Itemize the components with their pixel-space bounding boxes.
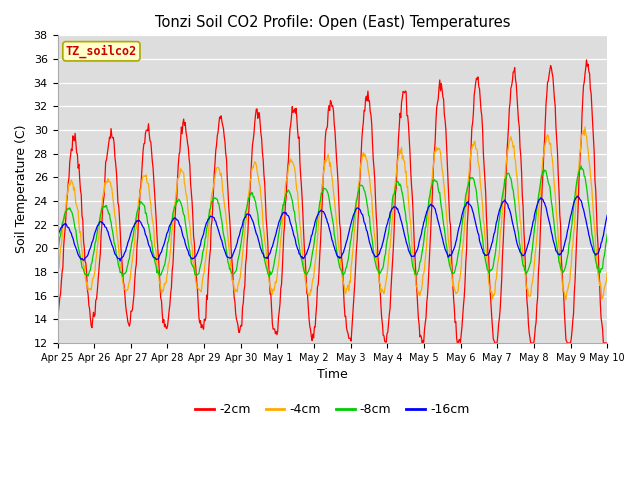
-4cm (604, 270, 611, 276)
-4cm (562, 297, 570, 303)
-8cm (604, 231, 611, 237)
-4cm (581, 124, 589, 130)
-16cm (116, 258, 124, 264)
-2cm (415, 322, 423, 327)
-8cm (176, 198, 184, 204)
-16cm (573, 193, 581, 199)
X-axis label: Time: Time (317, 368, 348, 381)
-16cm (416, 236, 424, 242)
-4cm (176, 171, 184, 177)
-8cm (416, 259, 424, 265)
-16cm (63, 224, 71, 230)
-8cm (400, 200, 408, 205)
-2cm (399, 88, 407, 94)
Line: -8cm: -8cm (58, 166, 607, 276)
-8cm (63, 206, 71, 212)
-16cm (604, 213, 611, 218)
-2cm (54, 307, 61, 312)
-16cm (177, 224, 184, 229)
-2cm (604, 340, 611, 346)
-2cm (176, 149, 184, 155)
Line: -16cm: -16cm (58, 196, 607, 261)
-8cm (205, 213, 212, 218)
Line: -2cm: -2cm (58, 60, 607, 343)
-8cm (54, 252, 61, 257)
Line: -4cm: -4cm (58, 127, 607, 300)
-16cm (121, 250, 129, 255)
-8cm (577, 163, 585, 169)
-16cm (206, 215, 214, 220)
-4cm (415, 289, 423, 295)
-4cm (399, 153, 407, 158)
-4cm (63, 192, 71, 197)
-2cm (205, 264, 212, 269)
-2cm (582, 57, 590, 63)
-16cm (400, 229, 408, 235)
Y-axis label: Soil Temperature (C): Soil Temperature (C) (15, 125, 28, 253)
-4cm (120, 286, 128, 292)
Legend: -2cm, -4cm, -8cm, -16cm: -2cm, -4cm, -8cm, -16cm (190, 398, 474, 421)
-4cm (54, 275, 61, 281)
Title: Tonzi Soil CO2 Profile: Open (East) Temperatures: Tonzi Soil CO2 Profile: Open (East) Temp… (155, 15, 510, 30)
-16cm (54, 233, 61, 239)
-4cm (205, 224, 212, 229)
-8cm (266, 274, 273, 279)
-2cm (63, 191, 71, 196)
Text: TZ_soilco2: TZ_soilco2 (66, 45, 137, 58)
-2cm (419, 340, 426, 346)
-2cm (120, 283, 128, 288)
-8cm (120, 270, 128, 276)
